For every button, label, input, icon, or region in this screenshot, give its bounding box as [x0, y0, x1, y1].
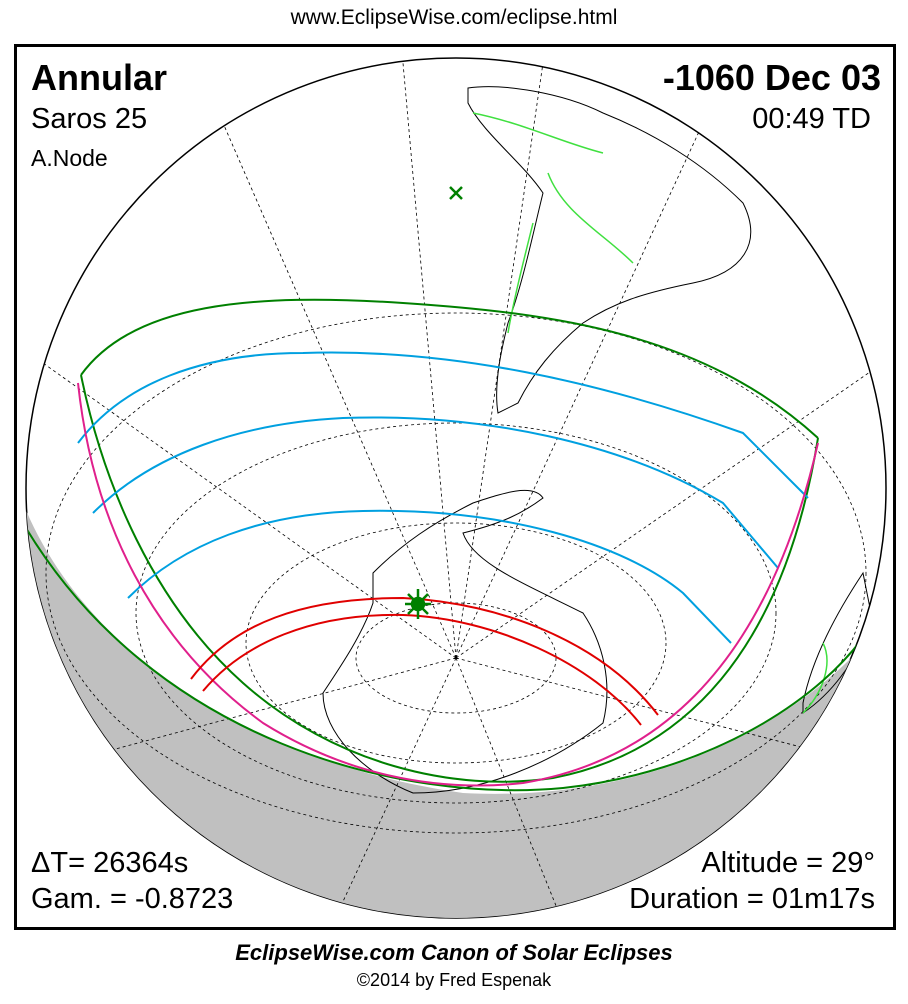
gamma: Gam. = -0.8723 [31, 883, 234, 915]
node: A.Node [31, 145, 108, 171]
globe-map [25, 57, 887, 919]
eclipse-time: 00:49 TD [752, 103, 871, 135]
coastlines [322, 86, 874, 794]
eclipse-type: Annular [31, 57, 168, 98]
central-path-south [202, 613, 642, 726]
land-borders [472, 112, 828, 714]
header-url: www.EclipseWise.com/eclipse.html [290, 6, 618, 29]
saros: Saros 25 [31, 103, 148, 135]
eclipse-date: -1060 Dec 03 [662, 57, 881, 98]
penumbra-contour [127, 509, 732, 644]
penumbra-south-limit [80, 374, 819, 783]
penumbra-contour [92, 416, 779, 569]
penumbra-north-limit [80, 298, 819, 439]
night-region [26, 503, 886, 918]
subsolar-x-marker [449, 186, 463, 200]
central-path-north [190, 596, 659, 716]
map-frame: Annular -1060 Dec 03 Saros 25 00:49 TD A… [14, 44, 896, 930]
altitude: Altitude = 29° [701, 847, 875, 879]
rise-set-curve [77, 382, 819, 787]
duration: Duration = 01m17s [629, 883, 875, 915]
footer-title: EclipseWise.com Canon of Solar Eclipses [235, 940, 673, 965]
penumbra-contour [77, 351, 809, 499]
delta-t: ΔT= 26364s [31, 847, 189, 879]
footer-copyright: ©2014 by Fred Espenak [356, 970, 552, 990]
greatest-eclipse-star-marker [405, 589, 431, 619]
outer-limit [26, 522, 874, 792]
